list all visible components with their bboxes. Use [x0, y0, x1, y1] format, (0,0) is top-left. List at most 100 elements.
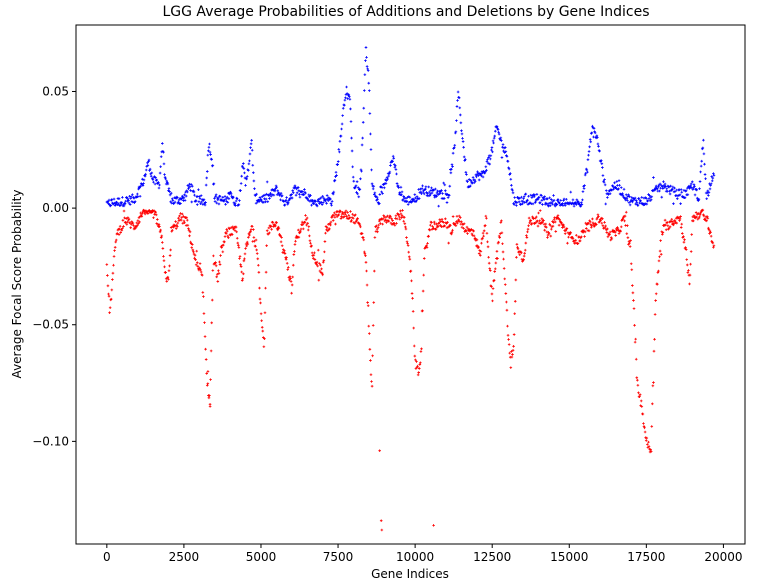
deletion-point: [205, 384, 209, 387]
deletion-point: [381, 217, 385, 221]
deletion-point: [506, 333, 510, 337]
deletion-point: [540, 217, 544, 221]
addition-point: [617, 187, 620, 191]
deletion-point: [490, 285, 493, 288]
deletion-point: [417, 367, 421, 370]
deletion-point: [684, 246, 687, 249]
deletion-point: [579, 235, 583, 239]
addition-point: [252, 171, 255, 174]
deletion-point: [699, 210, 703, 214]
deletion-point: [472, 234, 476, 238]
addition-point: [510, 184, 513, 187]
addition-point: [420, 187, 424, 191]
deletion-point: [701, 208, 705, 212]
addition-point: [546, 197, 549, 201]
deletion-point: [525, 236, 529, 239]
deletion-point: [555, 217, 559, 221]
addition-point: [372, 184, 376, 188]
deletion-point: [351, 216, 355, 220]
deletion-point: [384, 215, 388, 219]
deletion-point: [228, 227, 231, 231]
addition-point: [522, 197, 525, 200]
addition-point: [575, 203, 578, 206]
deletion-point: [623, 214, 627, 218]
deletion-point: [546, 233, 550, 237]
addition-point: [311, 198, 315, 202]
deletion-point: [268, 231, 271, 235]
addition-point: [577, 201, 581, 205]
addition-point: [532, 195, 536, 199]
addition-point: [363, 89, 366, 92]
deletion-point: [288, 278, 291, 282]
deletion-point: [166, 275, 170, 279]
addition-point: [319, 196, 323, 200]
deletion-point: [679, 226, 683, 229]
deletion-point: [153, 212, 156, 216]
deletion-point: [603, 221, 606, 224]
deletion-point: [243, 252, 247, 256]
addition-point: [500, 139, 503, 142]
deletion-point: [173, 224, 177, 228]
addition-point: [402, 196, 406, 200]
addition-point: [170, 201, 174, 205]
addition-point: [112, 197, 116, 201]
addition-point: [250, 139, 253, 142]
addition-point: [149, 174, 153, 178]
deletion-point: [450, 230, 454, 234]
deletion-point: [293, 250, 296, 253]
addition-point: [558, 201, 561, 205]
addition-point: [442, 197, 446, 200]
addition-point: [229, 192, 233, 196]
addition-point: [159, 165, 162, 169]
deletion-point: [317, 278, 321, 282]
deletion-point: [678, 219, 681, 222]
addition-point: [336, 160, 340, 163]
deletion-point: [169, 226, 173, 229]
deletion-point: [664, 223, 667, 227]
addition-point: [127, 201, 131, 205]
deletion-point: [136, 219, 140, 223]
addition-point: [195, 203, 199, 206]
deletion-point: [375, 227, 379, 231]
deletion-point: [545, 225, 548, 229]
deletion-point: [320, 271, 324, 275]
addition-point: [147, 160, 150, 163]
deletion-point: [178, 214, 181, 218]
deletion-point: [617, 232, 621, 235]
addition-point: [692, 186, 695, 190]
addition-point: [232, 195, 235, 199]
deletion-point: [290, 291, 293, 295]
addition-point: [592, 127, 596, 130]
deletion-point: [480, 241, 483, 245]
addition-point: [603, 178, 606, 181]
deletion-point: [494, 261, 498, 265]
addition-point: [334, 170, 338, 174]
deletion-point: [114, 240, 118, 244]
deletion-point: [513, 300, 517, 303]
deletion-point: [652, 349, 656, 353]
deletion-point: [154, 213, 158, 217]
addition-point: [673, 186, 676, 190]
deletion-point: [126, 220, 129, 224]
addition-point: [488, 157, 492, 161]
addition-point: [341, 114, 344, 117]
addition-point: [710, 175, 714, 178]
deletion-point: [457, 218, 460, 222]
addition-point: [493, 129, 497, 133]
deletion-point: [528, 221, 531, 225]
addition-point: [365, 56, 368, 59]
deletion-point: [241, 277, 245, 281]
deletion-point: [194, 263, 198, 267]
deletion-point: [348, 216, 352, 219]
addition-point: [144, 168, 148, 172]
deletion-point: [195, 261, 199, 264]
addition-point: [198, 195, 201, 198]
deletion-point: [460, 225, 464, 229]
addition-point: [164, 177, 167, 181]
deletion-point: [522, 254, 526, 258]
addition-point: [303, 188, 306, 191]
deletion-point: [341, 211, 344, 214]
deletion-point: [412, 344, 416, 348]
deletion-point: [395, 217, 399, 221]
deletion-point: [634, 357, 638, 361]
